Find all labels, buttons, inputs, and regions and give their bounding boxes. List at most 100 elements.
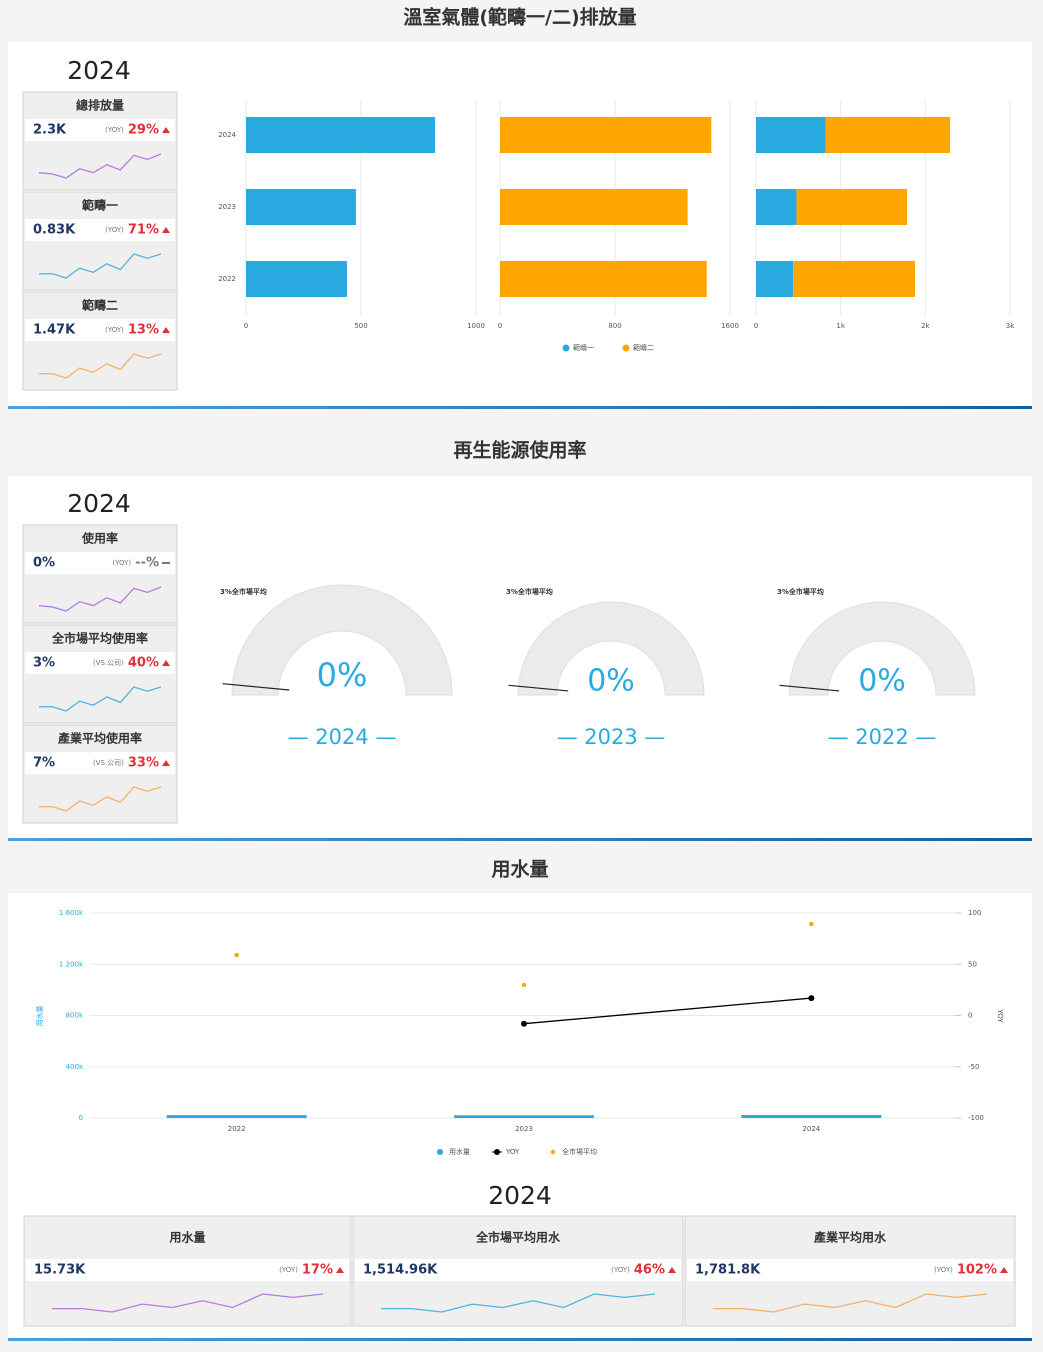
marker-label: 3%全市場平均 [506,587,553,596]
kpi-basis: (YOY) [105,326,124,334]
y-tick-label: 1 200k [59,960,84,968]
section-title: 用水量 [491,859,548,881]
kpi-name: 全市場平均用水 [475,1230,561,1245]
legend-swatch [550,1149,556,1155]
kpi-change: 13% [128,323,159,338]
kpi-change: 46% [634,1263,665,1278]
bar [756,117,826,153]
kpi-name: 產業平均用水 [813,1230,887,1245]
gauge-value-label: 0% [317,656,368,694]
y2-tick-label: -100 [968,1114,984,1122]
y-tick-label: 2023 [218,203,236,211]
bar [500,117,712,153]
kpi-band [25,319,175,341]
sparkline [713,1293,988,1313]
kpi-name: 範疇二 [82,298,118,313]
sparkline [38,586,162,612]
kpi-name: 用水量 [168,1230,205,1245]
x-tick-label: 2k [921,322,930,330]
kpi-basis: (YOY) [105,226,124,234]
y-tick-label: 2024 [218,131,236,139]
kpi-value: 1.47K [33,323,76,338]
sparkline [52,1293,324,1313]
kpi-basis: (VS.公司) [93,659,124,667]
kpi-band [687,1259,1013,1281]
divider [8,1338,1032,1341]
sparkline [39,686,162,712]
up-arrow [162,760,170,766]
kpi-value: 3% [33,656,55,671]
sparkline [39,253,162,279]
gauge-value-label: 0% [858,664,906,699]
scatter-point [521,982,527,988]
marker-label: 3%全市場平均 [220,587,267,596]
bar [500,189,688,225]
bar [793,261,915,297]
y-tick-label: 2022 [218,275,236,283]
x-tick-label: 0 [754,322,758,330]
x-tick-label: 1600 [721,322,739,330]
year: 2024 [67,56,131,85]
bar [500,261,707,297]
kpi-band [25,219,175,241]
x-tick-label: 1k [836,322,845,330]
legend-label: 全市場平均 [562,1147,597,1156]
up-arrow [162,660,170,666]
divider [8,838,1032,841]
legend-swatch [562,344,570,352]
kpi-name: 產業平均使用率 [57,731,142,746]
x-tick-label: 2024 [802,1125,820,1133]
kpi-band [25,552,175,574]
kpi-change: 71% [128,223,159,238]
line-point [808,995,815,1002]
gauge-track [517,601,705,696]
sparkline [381,1293,656,1313]
section-title: 再生能源使用率 [453,439,586,462]
legend-label: 範疇一 [573,343,594,352]
kpi-band [26,1259,349,1281]
kpi-band [355,1259,681,1281]
kpi-value: 1,781.8K [695,1263,761,1278]
legend-label: 範疇二 [633,343,654,352]
y-tick-label: 800k [66,1012,84,1020]
bar [246,117,436,153]
up-arrow [336,1267,344,1273]
y-axis-title: 用水量 [35,1006,44,1027]
year: 2024 [67,489,131,518]
up-arrow [162,327,170,333]
year: 2024 [488,1181,552,1210]
kpi-name: 使用率 [81,531,118,546]
x-tick-label: 1000 [467,322,485,330]
kpi-name: 範疇一 [82,198,118,213]
gauge-marker [222,683,290,691]
kpi-basis: (YOY) [279,1266,298,1274]
sparkline [39,353,162,379]
kpi-basis: (YOY) [105,126,124,134]
kpi-change: --% [135,556,159,571]
y2-tick-label: 50 [968,960,977,968]
x-tick-label: 2022 [228,1125,246,1133]
gauge-year: — 2024 — [288,725,397,749]
gauge-track [231,584,453,696]
legend-swatch [494,1149,500,1155]
legend-label: YOY [505,1148,520,1156]
panel [8,476,1032,838]
legend-swatch [622,344,630,352]
kpi-change: 29% [128,123,159,138]
x-tick-label: 500 [354,322,367,330]
scatter-point [234,952,239,958]
gauge-marker [508,684,569,692]
kpi-basis: (YOY) [934,1266,953,1274]
up-arrow [162,227,170,233]
kpi-basis: (VS.公司) [93,759,124,767]
kpi-value: 7% [33,756,55,771]
gauge-track [788,601,976,696]
up-arrow [1000,1267,1008,1273]
gauge-year: — 2022 — [828,725,937,749]
y2-axis-title: YOY [996,1008,1004,1023]
x-tick-label: 2023 [515,1125,533,1133]
gauge-year: — 2023 — [557,725,666,749]
scatter-point [809,921,814,927]
